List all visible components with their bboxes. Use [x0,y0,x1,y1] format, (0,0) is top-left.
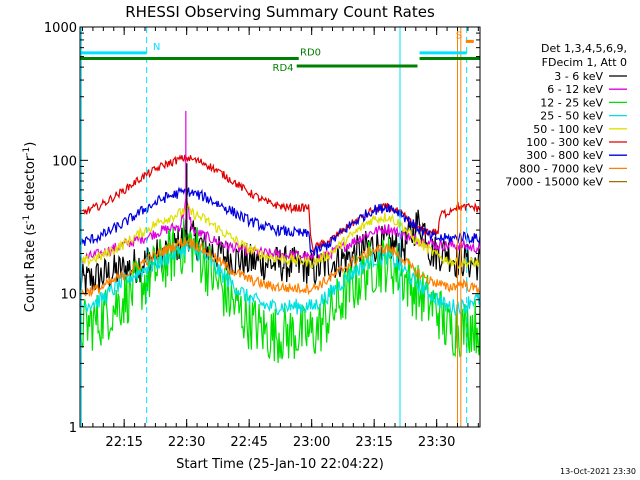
legend-header-line2: FDecim 1, Att 0 [542,56,627,69]
legend-label-300-800-kev: 300 - 800 keV [526,149,603,162]
legend-label-25-50-kev: 25 - 50 keV [540,110,603,123]
y-axis-label-part1: Count Rate (s [23,224,38,313]
y-tick-label-3: 1000 [44,21,77,36]
y-tick-label-0: 1 [69,421,77,436]
legend-label-100-300-kev: 100 - 300 keV [526,136,603,149]
legend: Det 1,3,4,5,6,9, FDecim 1, Att 0 3 - 6 k… [505,42,627,189]
y-axis-label-part3: ) [23,142,38,147]
x-axis-label: Start Time (25-Jan-10 22:04:22) [176,457,384,472]
x-tick-label-3: 23:00 [293,435,330,450]
legend-label-50-100-kev: 50 - 100 keV [533,123,603,136]
y-axis-label-part2: detector [23,155,38,215]
flag-label-rd0: RD0 [300,48,321,59]
series-line-800-7000-kev [79,237,480,298]
flag-label-n: N [153,42,160,53]
legend-header-line1: Det 1,3,4,5,6,9, [541,42,627,55]
y-tick-label-1: 10 [60,288,77,303]
x-tick-label-0: 22:15 [105,435,142,450]
legend-label-7000-15000-kev: 7000 - 15000 keV [505,176,603,189]
plot-timestamp: 13-Oct-2021 23:30 [560,467,636,476]
flag-label-s: S [456,30,462,41]
y-tick-label-2: 100 [52,154,77,169]
y-axis-label-exp1: -1 [22,215,32,224]
legend-label-3-6-kev: 3 - 6 keV [554,70,603,83]
legend-label-800-7000-kev: 800 - 7000 keV [519,162,603,175]
flag-layer: N S RD0 RD4 [80,30,480,74]
flag-label-rd4: RD4 [273,63,294,74]
series-line-25-50-kev [79,242,481,317]
chart-title: RHESSI Observing Summary Count Rates [125,3,435,21]
x-tick-label-1: 22:30 [168,435,205,450]
axis-ticks: 22:15 22:30 22:45 23:00 23:15 23:30 1 10 100 1000 [44,21,480,450]
legend-label-12-25-kev: 12 - 25 keV [540,96,603,109]
y-axis-label-exp2: -1 [22,147,32,156]
y-axis-label: Count Rate (s-1 detector-1) [22,142,38,313]
x-tick-label-4: 23:15 [355,435,392,450]
x-tick-label-5: 23:30 [418,435,455,450]
series-layer [79,110,481,364]
x-tick-label-2: 22:45 [230,435,267,450]
series-line-12-25-kev [79,217,481,364]
legend-label-6-12-kev: 6 - 12 keV [547,83,603,96]
vertical-marker-layer [80,27,468,427]
